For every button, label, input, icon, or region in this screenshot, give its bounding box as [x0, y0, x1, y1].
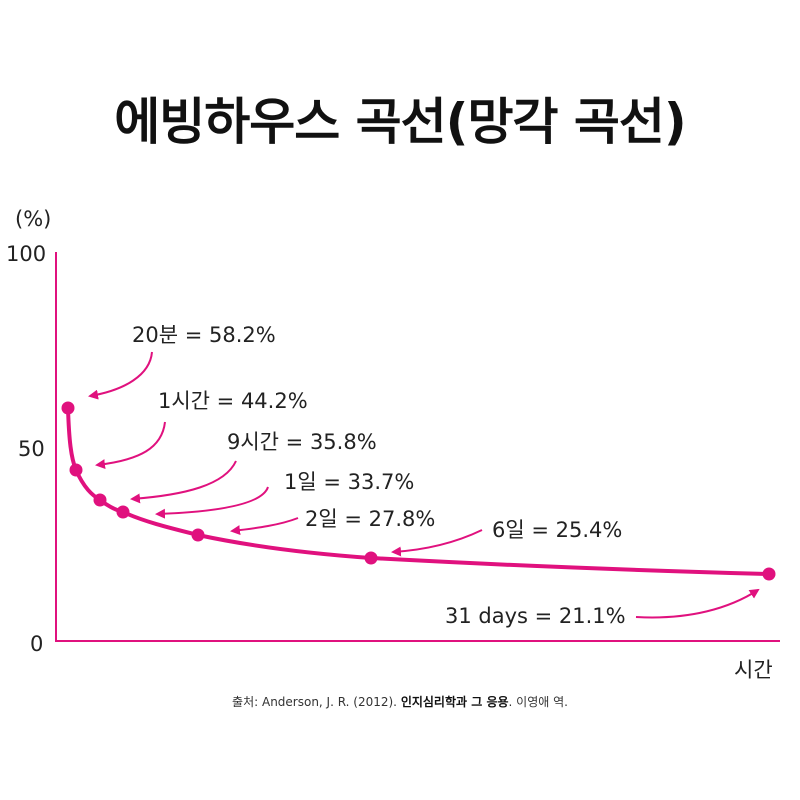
annotation-arrow: [230, 517, 299, 536]
annotation-arrow: [391, 529, 483, 557]
annotation-arrow: [155, 486, 269, 519]
data-label: 9시간 = 35.8%: [227, 430, 377, 454]
annotation-arrow: [130, 460, 237, 504]
data-label: 20분 = 58.2%: [132, 323, 276, 347]
annotation-arrow: [635, 588, 760, 619]
data-point: [116, 505, 130, 519]
data-point: [93, 493, 107, 507]
annotation-arrow: [88, 351, 153, 400]
data-label: 2일 = 27.8%: [305, 507, 435, 531]
source-suffix: . 이영애 역.: [508, 695, 568, 709]
annotation-arrow: [95, 421, 166, 470]
y-axis-label: (%): [15, 207, 51, 231]
data-label: 1시간 = 44.2%: [158, 389, 308, 413]
y-tick-label: 100: [6, 242, 46, 266]
source-citation: 출처: Anderson, J. R. (2012). 인지심리학과 그 응용.…: [0, 693, 800, 710]
y-tick-label: 0: [30, 632, 43, 656]
data-point: [191, 528, 205, 542]
data-label: 31 days = 21.1%: [445, 604, 626, 628]
x-axis-label: 시간: [734, 658, 773, 682]
y-tick-label: 50: [18, 437, 45, 461]
data-point: [364, 551, 378, 565]
source-book-title: 인지심리학과 그 응용: [400, 695, 509, 709]
data-point: [69, 463, 83, 477]
source-prefix: 출처: Anderson, J. R. (2012).: [232, 695, 401, 709]
data-label: 1일 = 33.7%: [284, 470, 414, 494]
page-title: 에빙하우스 곡선(망각 곡선): [114, 93, 687, 151]
data-point: [762, 567, 776, 581]
data-point: [61, 401, 75, 415]
data-label: 6일 = 25.4%: [492, 518, 622, 542]
